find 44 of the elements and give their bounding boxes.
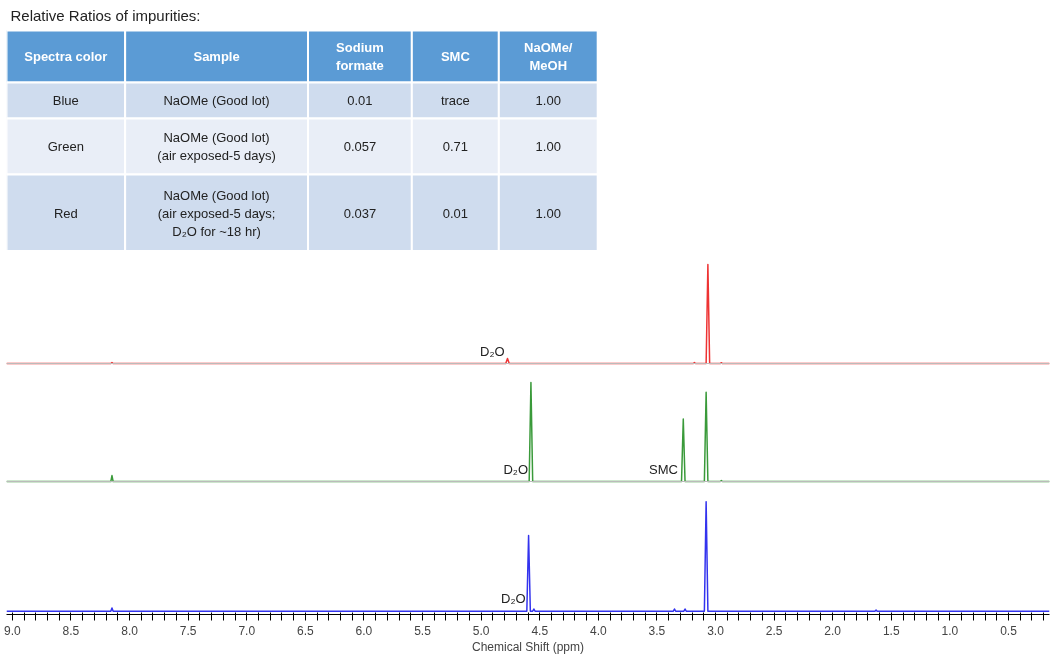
annotation: SMC (649, 461, 679, 477)
x-tick-label: 6.5 (297, 623, 314, 638)
annotation: D₂O (503, 461, 528, 477)
text: 1.00 (535, 206, 561, 221)
x-tick-label: 5.5 (414, 623, 432, 638)
x-tick-label: 6.0 (355, 623, 373, 638)
x-tick-label: 0.5 (1000, 623, 1018, 638)
text: trace (440, 93, 470, 108)
category-label: Sample (193, 49, 240, 64)
x-tick-label: 4.5 (531, 623, 549, 638)
text: Red (53, 206, 78, 221)
text: 1.00 (535, 93, 561, 108)
annotation: D₂O (501, 590, 526, 606)
x-tick-label: 1.5 (882, 623, 900, 638)
text: NaOMe (Good lot) (air exposed-5 days) (157, 130, 276, 163)
annotation: D₂O (480, 343, 505, 359)
category-label: NaOMe/ MeOH (524, 40, 573, 73)
x-tick-label: 8.5 (62, 623, 80, 638)
x-tick-label: 3.0 (707, 623, 725, 638)
text: 0.01 (442, 206, 468, 221)
text: 0.057 (343, 139, 377, 154)
x-tick-label: 2.5 (765, 623, 783, 638)
x-axis-title: Chemical Shift (ppm) (471, 639, 585, 654)
x-tick-label: 2.0 (824, 623, 842, 638)
x-tick-label: 9.0 (4, 623, 22, 638)
text: 1.00 (535, 139, 561, 154)
text: 0.01 (347, 93, 373, 108)
x-tick-label: 5.0 (472, 623, 490, 638)
text: 0.71 (442, 139, 468, 154)
text: NaOMe (Good lot) (air exposed-5 days; D₂O for ~18 hr) (157, 188, 276, 239)
text: Green (47, 139, 84, 154)
category-label: Spectra color (24, 49, 108, 64)
x-tick-label: 7.0 (238, 623, 256, 638)
x-tick-label: 8.0 (121, 623, 139, 638)
x-tick-label: 3.5 (648, 623, 666, 638)
text: Relative Ratios of impurities: (10, 6, 201, 24)
text: Blue (52, 93, 79, 108)
category-label: Sodium formate (336, 40, 384, 73)
x-tick-label: 7.5 (179, 623, 197, 638)
x-tick-label: 4.0 (589, 623, 607, 638)
x-tick-label: 1.0 (941, 623, 959, 638)
text: 0.037 (343, 206, 377, 221)
text: NaOMe (Good lot) (163, 93, 270, 108)
category-label: SMC (440, 49, 471, 64)
